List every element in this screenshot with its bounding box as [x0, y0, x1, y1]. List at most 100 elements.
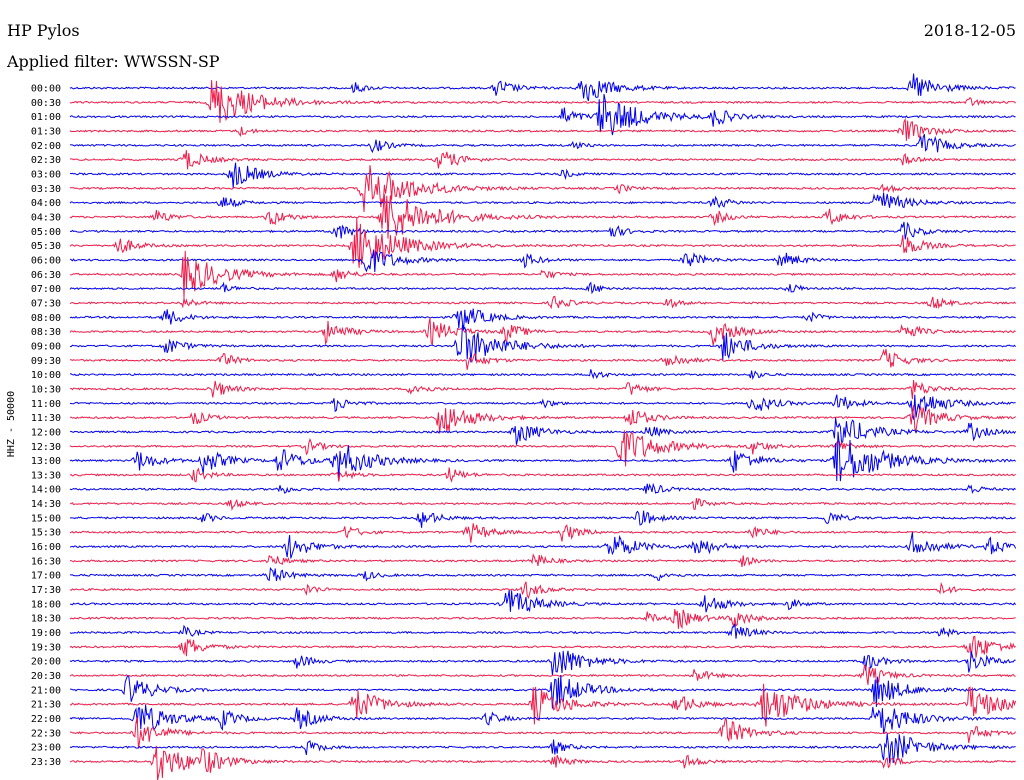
- row-label: 02:00: [31, 141, 61, 152]
- trace-line: [69, 664, 1016, 685]
- trace-line: [69, 532, 1017, 559]
- trace-line: [69, 162, 1016, 189]
- trace-line: [69, 217, 1016, 268]
- trace-group: [69, 73, 1017, 780]
- row-label: 07:00: [31, 284, 61, 295]
- trace-line: [69, 324, 1016, 363]
- trace-line: [69, 635, 1016, 658]
- row-label-group: 00:00 00:30 01:00 01:30 02:00 02:30 03:00 03:30…: [31, 84, 61, 769]
- trace-line: [69, 745, 1016, 780]
- row-label: 17:30: [31, 585, 61, 596]
- trace-line: [69, 308, 1016, 331]
- trace-line: [69, 73, 1016, 102]
- trace-line: [69, 417, 1017, 446]
- row-label: 22:00: [31, 714, 61, 725]
- row-label: 17:00: [31, 571, 61, 582]
- trace-line: [69, 683, 1017, 727]
- row-label: 22:30: [31, 728, 61, 739]
- trace-line: [69, 379, 1016, 400]
- row-label: 23:00: [31, 743, 61, 754]
- row-label: 16:30: [31, 556, 61, 567]
- trace-line: [69, 394, 1016, 420]
- row-label: 14:00: [31, 485, 61, 496]
- row-label: 06:30: [31, 270, 61, 281]
- row-label: 02:30: [31, 155, 61, 166]
- trace-line: [69, 250, 1016, 299]
- row-label: 21:00: [31, 685, 61, 696]
- trace-line: [69, 467, 1016, 483]
- trace-line: [69, 134, 1016, 154]
- row-label: 14:30: [31, 499, 61, 510]
- trace-line: [69, 717, 1016, 748]
- trace-line: [69, 192, 1016, 209]
- row-label: 18:30: [31, 614, 61, 625]
- trace-line: [70, 348, 1016, 370]
- trace-line: [69, 194, 1016, 239]
- trace-line: [69, 221, 1016, 240]
- trace-line: [69, 431, 1016, 482]
- row-label: 21:30: [31, 700, 61, 711]
- row-label: 19:30: [31, 642, 61, 653]
- row-label: 08:30: [31, 327, 61, 338]
- row-label: 10:00: [31, 370, 61, 381]
- trace-line: [69, 430, 1016, 467]
- trace-line: [69, 498, 1016, 512]
- row-label: 06:00: [31, 255, 61, 266]
- row-label: 12:30: [31, 442, 61, 453]
- row-label: 11:00: [31, 399, 61, 410]
- row-label: 04:30: [31, 212, 61, 223]
- station-title: HP Pylos: [7, 21, 80, 40]
- row-label: 15:30: [31, 528, 61, 539]
- row-label: 01:30: [31, 126, 61, 137]
- row-label: 12:00: [31, 427, 61, 438]
- row-label: 10:30: [31, 384, 61, 395]
- trace-line: [69, 405, 1016, 434]
- row-label: 05:30: [31, 241, 61, 252]
- trace-line: [69, 80, 1016, 123]
- row-label: 19:00: [31, 628, 61, 639]
- trace-line: [69, 150, 1016, 170]
- trace-line: [69, 317, 1016, 346]
- row-label: 13:30: [31, 470, 61, 481]
- row-label: 04:00: [31, 198, 61, 209]
- channel-label: HHZ - 50000: [6, 391, 17, 457]
- filter-label: Applied filter: WWSSN-SP: [7, 52, 220, 71]
- trace-line: [69, 93, 1016, 136]
- trace-line: [69, 553, 1016, 568]
- trace-line: [69, 369, 1016, 381]
- row-label: 11:30: [31, 413, 61, 424]
- row-label: 05:00: [31, 227, 61, 238]
- trace-line: [69, 675, 1016, 709]
- row-label: 00:30: [31, 98, 61, 109]
- trace-line: [69, 482, 1016, 494]
- row-label: 09:00: [31, 341, 61, 352]
- trace-line: [69, 704, 1016, 734]
- trace-line: [69, 623, 1016, 639]
- trace-line: [69, 281, 1016, 295]
- trace-line: [69, 650, 1016, 676]
- row-label: 23:30: [31, 757, 61, 768]
- row-label: 20:00: [31, 657, 61, 668]
- row-label: 03:30: [31, 184, 61, 195]
- row-label: 09:30: [31, 356, 61, 367]
- trace-line: [70, 590, 1016, 613]
- date-label: 2018-12-05: [923, 21, 1016, 40]
- row-label: 18:00: [31, 599, 61, 610]
- row-label: 01:00: [31, 112, 61, 123]
- trace-line: [69, 510, 1016, 528]
- trace-line: [69, 165, 1016, 213]
- row-label: 07:30: [31, 298, 61, 309]
- row-label: 15:00: [31, 513, 61, 524]
- row-label: 13:00: [31, 456, 61, 467]
- trace-line: [69, 250, 1016, 273]
- row-label: 03:00: [31, 169, 61, 180]
- trace-line: [69, 295, 1016, 310]
- row-label: 08:00: [31, 313, 61, 324]
- row-label: 16:00: [31, 542, 61, 553]
- row-label: 20:30: [31, 671, 61, 682]
- trace-line: [69, 581, 1016, 600]
- trace-line: [69, 566, 1016, 582]
- row-label: 00:00: [31, 84, 61, 95]
- trace-line: [69, 733, 1016, 764]
